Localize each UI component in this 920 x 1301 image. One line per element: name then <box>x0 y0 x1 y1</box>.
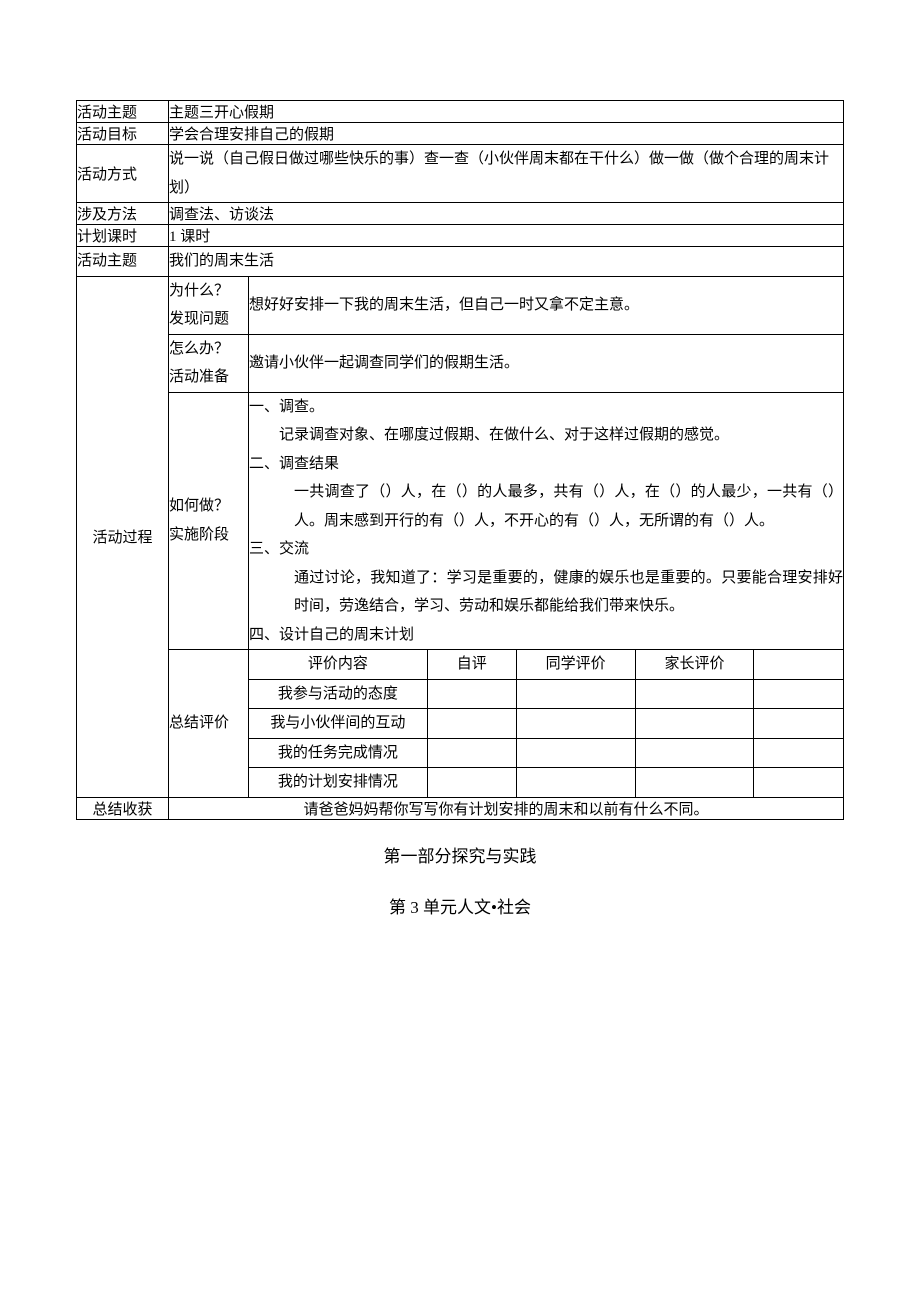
how-l1: 怎么办？ <box>169 341 229 357</box>
do-p4: 四、设计自己的周末计划 <box>249 627 414 643</box>
row-method-label: 活动方式 <box>77 145 169 203</box>
eval-h-3: 家长评价 <box>635 650 754 679</box>
do-p2: 二、调查结果 <box>249 456 339 472</box>
do-p2b: 一共调查了（）人，在（）的人最多，共有（）人，在（）的人最少，一共有（）人。周末… <box>249 478 843 535</box>
eval-cell <box>635 709 754 739</box>
process-why-text: 想好好安排一下我的周末生活，但自己一时又拿不定主意。 <box>249 276 844 334</box>
do-p3b: 通过讨论，我知道了：学习是重要的，健康的娱乐也是重要的。只要能合理安排好时间，劳… <box>249 564 843 621</box>
eval-cell <box>516 738 635 768</box>
do-p1b: 记录调查对象、在哪度过假期、在做什么、对于这样过假期的感觉。 <box>249 421 843 450</box>
row-theme-value: 主题三开心假期 <box>169 101 844 123</box>
do-l2: 实施阶段 <box>169 527 229 543</box>
eval-cell <box>754 679 843 709</box>
row-goal-value: 学会合理安排自己的假期 <box>169 123 844 145</box>
lesson-plan-table: 活动主题 主题三开心假期 活动目标 学会合理安排自己的假期 活动方式 说一说（自… <box>76 100 844 820</box>
eval-h-0: 评价内容 <box>249 650 427 679</box>
eval-item-0: 我参与活动的态度 <box>249 679 427 709</box>
footer-line1: 第一部分探究与实践 <box>76 842 844 867</box>
eval-h-2: 同学评价 <box>516 650 635 679</box>
eval-item-3: 我的计划安排情况 <box>249 768 427 797</box>
process-why-label: 为什么？ 发现问题 <box>169 276 249 334</box>
eval-cell <box>427 679 516 709</box>
how-l2: 活动准备 <box>169 369 229 385</box>
eval-item-1: 我与小伙伴间的互动 <box>249 709 427 739</box>
process-do-label: 如何做？ 实施阶段 <box>169 392 249 650</box>
eval-cell <box>635 738 754 768</box>
eval-cell <box>754 768 843 797</box>
do-p3: 三、交流 <box>249 541 309 557</box>
process-eval-cell: 评价内容 自评 同学评价 家长评价 我参与活动的态度 我与小伙 <box>249 650 844 798</box>
eval-item-2: 我的任务完成情况 <box>249 738 427 768</box>
process-how-label: 怎么办？ 活动准备 <box>169 334 249 392</box>
row-summary-text: 请爸爸妈妈帮你写写你有计划安排的周末和以前有什么不同。 <box>169 797 844 819</box>
row-hours-label: 计划课时 <box>77 225 169 247</box>
eval-h-4 <box>754 650 843 679</box>
process-how-text: 邀请小伙伴一起调查同学们的假期生活。 <box>249 334 844 392</box>
eval-cell <box>427 738 516 768</box>
eval-cell <box>427 768 516 797</box>
eval-cell <box>516 709 635 739</box>
row-approach-value: 调查法、访谈法 <box>169 203 844 225</box>
row-method-value: 说一说（自己假日做过哪些快乐的事）查一查（小伙伴周末都在干什么）做一做（做个合理… <box>169 145 844 203</box>
do-p1: 一、调查。 <box>249 399 324 415</box>
eval-cell <box>516 679 635 709</box>
do-l1: 如何做？ <box>169 498 229 514</box>
row-approach-label: 涉及方法 <box>77 203 169 225</box>
process-do-body: 一、调查。 记录调查对象、在哪度过假期、在做什么、对于这样过假期的感觉。 二、调… <box>249 392 844 650</box>
row-goal-label: 活动目标 <box>77 123 169 145</box>
eval-cell <box>635 768 754 797</box>
evaluation-table: 评价内容 自评 同学评价 家长评价 我参与活动的态度 我与小伙 <box>249 650 843 797</box>
eval-cell <box>635 679 754 709</box>
row-summary-label: 总结收获 <box>77 797 169 819</box>
process-eval-label: 总结评价 <box>169 650 249 798</box>
row-hours-value: 1 课时 <box>169 225 844 247</box>
eval-cell <box>427 709 516 739</box>
row-theme2-label: 活动主题 <box>77 247 169 277</box>
eval-cell <box>516 768 635 797</box>
eval-cell <box>754 709 843 739</box>
eval-h-1: 自评 <box>427 650 516 679</box>
row-process-label: 活动过程 <box>77 276 169 797</box>
why-l2: 发现问题 <box>169 311 229 327</box>
eval-cell <box>754 738 843 768</box>
row-theme-label: 活动主题 <box>77 101 169 123</box>
footer-line2: 第 3 单元人文•社会 <box>76 893 844 918</box>
row-theme2-value: 我们的周末生活 <box>169 247 844 277</box>
why-l1: 为什么？ <box>169 283 229 299</box>
